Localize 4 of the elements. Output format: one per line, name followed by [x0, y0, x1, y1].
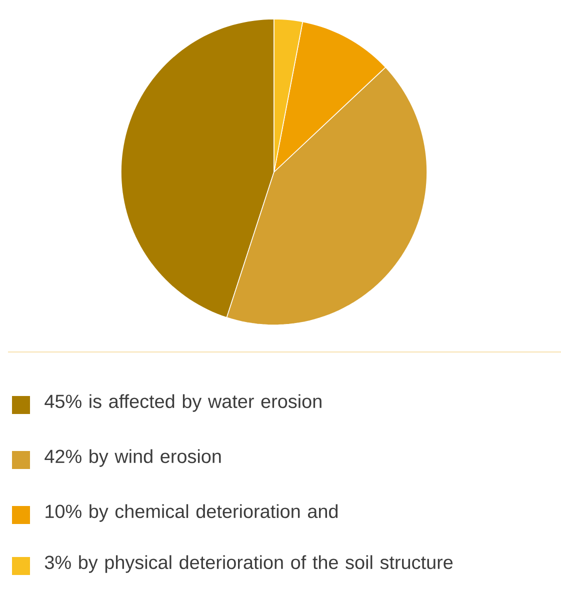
legend-label: 10% by chemical deterioration and [45, 504, 338, 522]
legend-label: 45% is affected by water erosion [44, 394, 322, 412]
legend-label: 3% by physical deterioration of the soil structure [44, 555, 452, 573]
legend-label: 42% by wind erosion [44, 449, 221, 467]
